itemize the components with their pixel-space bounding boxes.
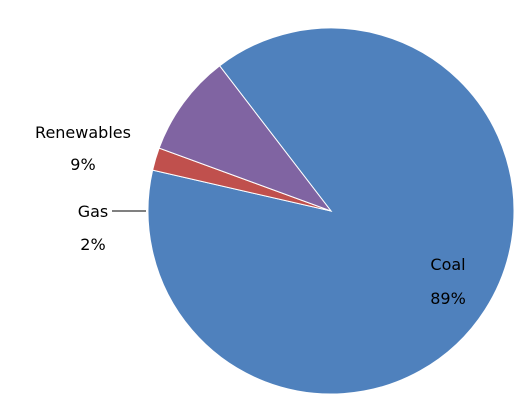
slice-label-renewables: Renewables <box>35 123 131 142</box>
slice-percent-coal: 89% <box>430 289 466 308</box>
slice-percent-renewables: 9% <box>70 155 95 174</box>
slice-label-coal: Coal <box>430 255 465 274</box>
data-labels: Coal 89% Gas 2% Renewables 9% <box>35 123 466 308</box>
slice-percent-gas: 2% <box>80 235 105 254</box>
pie-slices <box>147 27 514 395</box>
pie-slice-renewables <box>158 65 333 213</box>
slice-label-gas: Gas <box>78 202 109 221</box>
